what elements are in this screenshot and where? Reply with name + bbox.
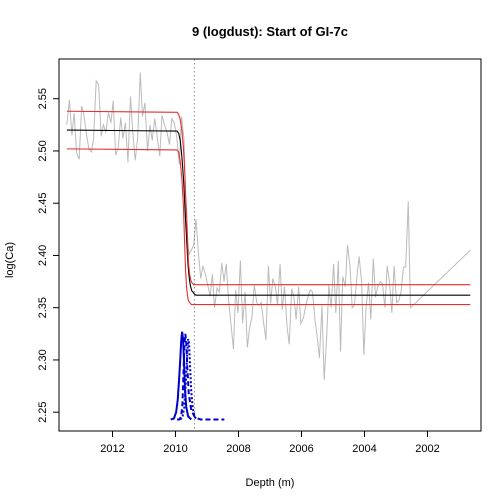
x-tick-label: 2012 (100, 443, 124, 455)
axes: 2012 2010 2008 2006 2004 2002 2.25 2.30 2.35 2.40… (37, 88, 440, 455)
density-curve-solid (170, 331, 192, 421)
y-axis-label: log(Ca) (4, 242, 16, 278)
plot-marks (66, 59, 471, 431)
y-tick-label: 2.35 (37, 297, 49, 318)
x-tick-label: 2002 (415, 443, 439, 455)
y-tick-label: 2.40 (37, 245, 49, 266)
x-tick-label: 2004 (352, 443, 376, 455)
density-curve-dotted (179, 338, 199, 421)
x-tick-label: 2010 (163, 443, 187, 455)
y-tick-label: 2.25 (37, 401, 49, 422)
plot-frame (58, 58, 482, 432)
x-axis-label: Depth (m) (246, 477, 295, 489)
series-line-raw (66, 72, 471, 380)
x-tick-label: 2006 (289, 443, 313, 455)
series-line-fit-upper (66, 110, 471, 286)
y-tick-label: 2.30 (37, 349, 49, 370)
series-line-fit-lower (66, 148, 471, 306)
series-line-fit-mean (66, 129, 471, 296)
x-tick-label: 2008 (226, 443, 250, 455)
y-tick-label: 2.55 (37, 88, 49, 109)
y-tick-label: 2.45 (37, 192, 49, 213)
y-tick-label: 2.50 (37, 140, 49, 161)
density-curves (170, 331, 225, 421)
chart-title: 9 (logdust): Start of GI-7c (192, 24, 348, 39)
